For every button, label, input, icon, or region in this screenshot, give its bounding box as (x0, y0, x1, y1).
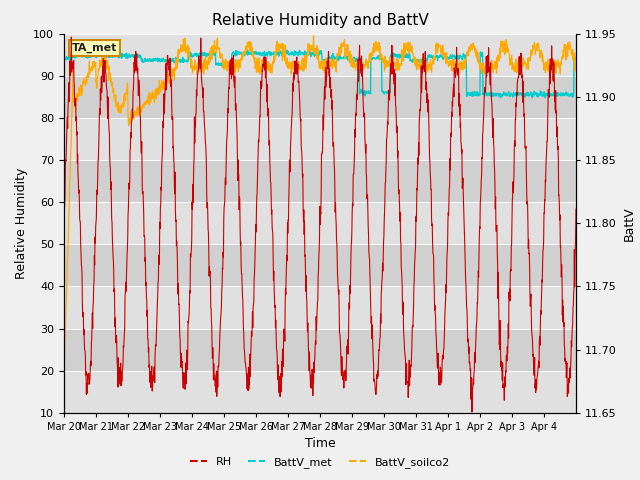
Legend: RH, BattV_met, BattV_soilco2: RH, BattV_met, BattV_soilco2 (186, 452, 454, 472)
Bar (64, 76, 576, 118)
Bar (64, 118, 576, 160)
Bar (64, 244, 576, 287)
Bar (64, 371, 576, 413)
Bar (64, 328, 576, 371)
Bar (64, 160, 576, 202)
Text: TA_met: TA_met (72, 43, 117, 53)
Bar (64, 287, 576, 328)
Title: Relative Humidity and BattV: Relative Humidity and BattV (212, 13, 428, 28)
Bar (64, 34, 576, 76)
Bar (64, 202, 576, 244)
Y-axis label: BattV: BattV (622, 206, 636, 240)
X-axis label: Time: Time (305, 437, 335, 450)
Y-axis label: Relative Humidity: Relative Humidity (15, 168, 28, 279)
